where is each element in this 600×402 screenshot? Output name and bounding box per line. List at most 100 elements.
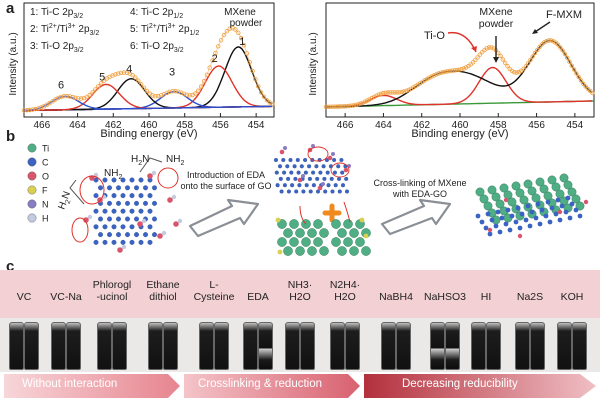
mxene-ti-atom — [331, 237, 341, 247]
data-point — [408, 86, 414, 91]
data-point — [258, 90, 264, 95]
x-axis-label: Binding energy (eV) — [411, 128, 508, 140]
data-point — [356, 102, 361, 107]
data-point — [571, 67, 577, 72]
data-point — [371, 94, 377, 100]
data-point — [253, 76, 258, 82]
vial — [112, 322, 127, 370]
product-ti-atom — [531, 193, 541, 203]
product-c-atom — [549, 205, 555, 211]
lattice-atom — [315, 189, 321, 194]
lattice-atom — [116, 216, 121, 222]
data-point — [193, 91, 198, 96]
product-c-atom — [527, 223, 533, 229]
x-tick-label: 458 — [176, 120, 193, 131]
panel-label-a: a — [6, 0, 15, 17]
plus-sign — [322, 203, 342, 223]
data-point — [530, 54, 535, 59]
vial — [24, 322, 39, 370]
mxene-ti-atom — [319, 246, 329, 256]
mxene-ti-atom — [337, 246, 347, 256]
y-axis-label: Intensity (a.u.) — [308, 32, 319, 95]
mxene-ti-atom — [361, 246, 371, 256]
step1-line-1: Introduction of EDA — [187, 170, 265, 180]
hydrogen-atom — [177, 218, 183, 224]
hydrogen-atom — [151, 170, 157, 176]
reagent-label: KOH — [560, 291, 584, 303]
lattice-atom — [277, 164, 283, 169]
product-ti-atom — [535, 177, 545, 187]
lattice-atom — [120, 208, 126, 214]
product-c-atom — [543, 213, 549, 219]
data-point — [138, 81, 144, 87]
vial — [330, 322, 345, 370]
oxygen-atom — [297, 177, 303, 183]
lattice-atom — [129, 193, 135, 199]
data-point — [196, 88, 201, 93]
lattice-atom — [299, 164, 304, 169]
xps-chart-left: Intensity (a.u.) 466 464 462 460 458 456 454 B… — [8, 2, 275, 140]
data-point — [144, 88, 150, 94]
mxene-ti-atom — [319, 228, 329, 238]
reagent-label: HI — [480, 291, 492, 303]
lattice-atom — [98, 232, 103, 238]
lattice-atom — [125, 200, 130, 206]
lattice-atom — [134, 216, 139, 222]
peak-number-label: 5 — [99, 71, 105, 83]
lattice-atom — [282, 170, 287, 175]
fluorine-atom — [275, 217, 281, 223]
data-point — [198, 84, 204, 89]
legend-atom-label: O — [42, 172, 49, 182]
lattice-atom — [120, 177, 126, 183]
data-point — [70, 94, 75, 100]
data-point — [525, 61, 531, 66]
reagent-label: VC — [16, 291, 32, 303]
data-point — [576, 74, 581, 80]
lattice-atom — [134, 185, 139, 191]
legend-atom-label: N — [42, 200, 49, 210]
vial — [199, 322, 214, 370]
legend-item-6: 6: Ti-O 2p3/2 — [130, 41, 184, 54]
nitrogen-atom — [331, 152, 335, 156]
data-point — [427, 75, 432, 80]
vial — [345, 322, 360, 370]
x-tick-label: 462 — [105, 120, 122, 131]
legend-atom-c — [27, 157, 37, 167]
vial — [471, 322, 486, 370]
legend-item-5: 5: Ti2+/Ti3+ 2p1/2 — [130, 23, 199, 37]
hydrogen-atom — [161, 230, 167, 236]
x-tick-label: 464 — [375, 120, 392, 131]
lattice-atom — [289, 170, 294, 175]
product-ti-atom — [475, 187, 485, 197]
product-c-atom — [555, 197, 561, 203]
vial — [515, 322, 530, 370]
amine-label-h2n-mid: H2N — [131, 154, 149, 167]
reagent-label: VC-Na — [50, 291, 82, 303]
data-point — [101, 78, 107, 83]
product-ti-atom — [519, 195, 529, 205]
oxygen-atom — [157, 233, 163, 239]
oxygen-atom — [167, 197, 173, 203]
product-c-atom — [515, 205, 521, 211]
lattice-atom — [147, 239, 153, 245]
product-c-atom — [539, 207, 545, 213]
data-point — [244, 51, 250, 56]
oxygen-atom — [173, 221, 179, 227]
lattice-atom — [332, 170, 337, 175]
lattice-atom — [311, 183, 316, 188]
lattice-atom — [107, 216, 112, 222]
fmxm-annotation: F-MXM — [546, 9, 582, 21]
data-point — [502, 60, 508, 66]
data-point — [463, 65, 469, 70]
lattice-atom — [303, 170, 308, 175]
lattice-atom — [286, 189, 291, 194]
data-point — [567, 59, 572, 64]
lattice-atom — [308, 189, 313, 194]
vial — [557, 322, 572, 370]
mxene-ti-atom — [289, 237, 299, 247]
lattice-atom — [102, 177, 108, 183]
lattice-atom — [292, 164, 297, 169]
lattice-atom — [129, 177, 135, 183]
experimental-points — [21, 26, 275, 113]
